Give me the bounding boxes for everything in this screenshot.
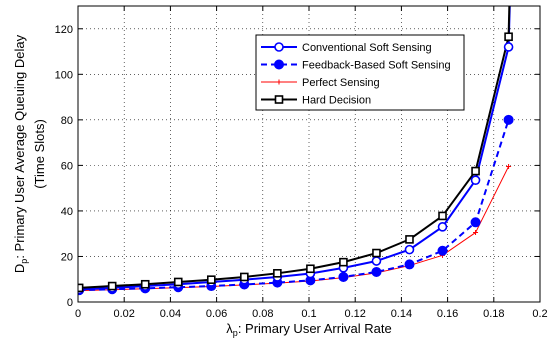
hard-decision-point: [471, 166, 480, 176]
y-tick-label: 80: [61, 115, 73, 127]
hard-decision-point: [438, 211, 447, 221]
hard-decision-point: [140, 279, 150, 289]
x-tick-label: 0.14: [391, 308, 412, 320]
conventional-soft-sensing-point: [470, 175, 481, 185]
x-tick-label: 0.08: [252, 308, 273, 320]
legend-entry-feedback-based-soft-sensing: Feedback-Based Soft Sensing: [261, 59, 451, 72]
feedback-based-soft-sensing-point: [338, 271, 349, 282]
conventional-soft-sensing-point: [503, 42, 514, 52]
legend-label: Hard Decision: [302, 95, 371, 107]
hard-decision-point: [206, 275, 216, 284]
legend-entry-conventional-soft-sensing: Conventional Soft Sensing: [261, 42, 432, 54]
x-tick-label: 0.12: [344, 308, 365, 320]
y-axis-subscript: p: [19, 259, 29, 264]
x-axis-subscript: p: [233, 328, 238, 338]
x-axis-text: : Primary User Arrival Rate: [238, 321, 392, 336]
x-tick-label: 0.2: [532, 308, 547, 320]
conventional-soft-sensing-point: [274, 42, 284, 52]
feedback-based-soft-sensing-point: [470, 217, 481, 228]
conventional-soft-sensing-line: [79, 46, 510, 291]
legend-entry-perfect-sensing: Perfect Sensing: [261, 77, 380, 89]
x-axis-title: λp: Primary User Arrival Rate: [226, 321, 391, 338]
hard-decision-point: [306, 264, 315, 274]
legend-entry-hard-decision: Hard Decision: [261, 95, 371, 107]
x-tick-label: 0.1: [301, 308, 316, 320]
ticks: [77, 6, 541, 303]
hard-decision-point: [78, 283, 84, 293]
x-tick-label: 0.18: [483, 308, 504, 320]
hard-decision-point: [372, 248, 381, 258]
hard-decision-point: [405, 235, 414, 244]
feedback-based-soft-sensing-line: [79, 119, 510, 292]
feedback-based-soft-sensing-point: [404, 259, 415, 270]
feedback-based-soft-sensing-point: [274, 59, 284, 70]
markers-hard-decision: [78, 32, 513, 293]
y-tick-label: 60: [61, 160, 73, 172]
hard-decision-line-extension: [507, 6, 511, 37]
series-layer: [78, 6, 514, 296]
hard-decision-point: [107, 281, 117, 291]
legend-label: Perfect Sensing: [302, 77, 380, 89]
series-feedback-based-soft-sensing: [79, 119, 510, 292]
y-axis-title-line2: (Time Slots): [32, 119, 47, 189]
series-hard-decision: [79, 6, 511, 289]
x-tick-label: 0.06: [206, 308, 227, 320]
x-tick-labels: 0 0.02 0.04 0.06 0.08 0.1 0.12 0.14 0.16 0.18 0.2: [75, 308, 548, 320]
feedback-based-soft-sensing-point: [371, 266, 382, 277]
x-tick-label: 0.04: [160, 308, 181, 320]
x-axis-symbol: λ: [226, 321, 233, 336]
y-tick-label: 20: [61, 251, 73, 263]
y-axis-title-line1: Dp: Primary User Average Queuing Delay: [12, 34, 29, 273]
legend-label: Feedback-Based Soft Sensing: [302, 60, 451, 72]
perfect-sensing-point: [506, 164, 512, 170]
y-tick-label: 100: [55, 69, 73, 81]
feedback-based-soft-sensing-point: [503, 114, 514, 125]
y-tick-labels: 0 20 40 60 80 100 120: [55, 24, 73, 309]
hard-decision-point: [173, 277, 183, 287]
legend-label: Conventional Soft Sensing: [302, 42, 432, 54]
perfect-sensing-point: [473, 230, 479, 236]
hard-decision-point: [273, 269, 282, 278]
x-tick-label: 0.16: [437, 308, 458, 320]
hard-decision-point: [274, 95, 284, 104]
hard-decision-line: [79, 36, 510, 289]
x-tick-label: 0: [75, 308, 81, 320]
conventional-soft-sensing-point: [437, 222, 448, 232]
y-axis-text: : Primary User Average Queuing Delay: [12, 34, 27, 258]
conventional-soft-sensing-point: [371, 256, 382, 266]
hard-decision-point: [504, 32, 513, 42]
hard-decision-point: [339, 257, 348, 267]
feedback-based-soft-sensing-point: [437, 245, 448, 256]
legend: Conventional Soft Sensing Feedback-Based …: [255, 34, 465, 111]
grid: [78, 6, 540, 302]
perfect-sensing-point: [276, 79, 282, 85]
conventional-soft-sensing-point: [404, 244, 415, 255]
y-tick-label: 0: [67, 297, 73, 309]
y-tick-label: 120: [55, 24, 73, 36]
y-tick-label: 40: [61, 206, 73, 218]
y-axis-symbol: D: [12, 264, 27, 273]
hard-decision-point: [240, 272, 249, 282]
x-tick-label: 0.02: [113, 308, 134, 320]
